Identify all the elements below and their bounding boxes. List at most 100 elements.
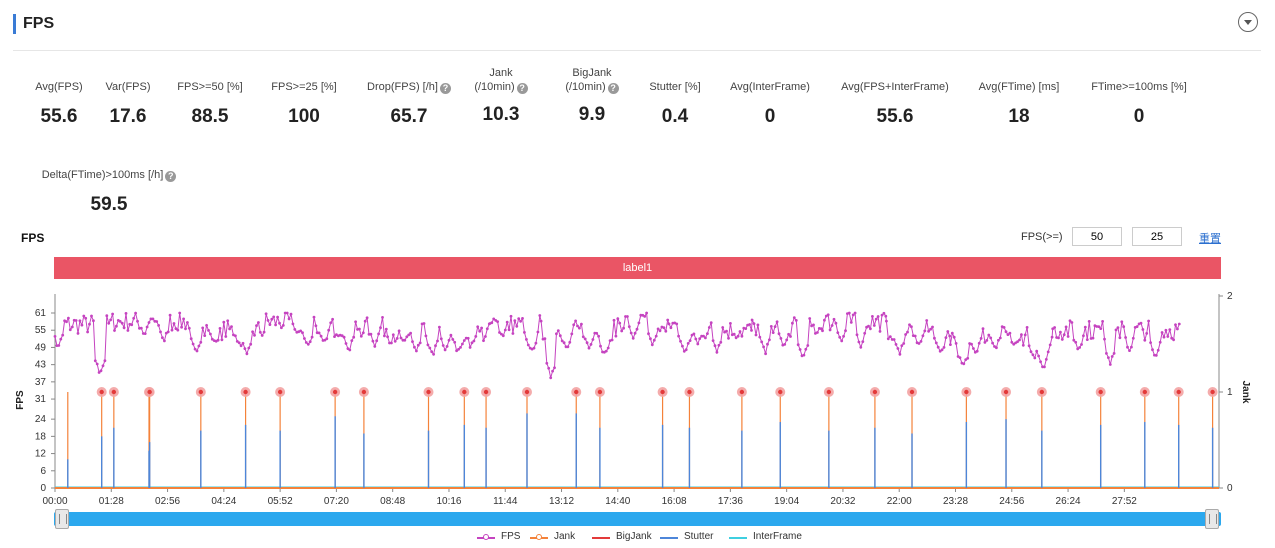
label-segment-bar[interactable]: label1 xyxy=(54,257,1221,279)
fps-point xyxy=(652,338,656,342)
zoom-slider-left-handle[interactable] xyxy=(55,509,69,529)
fps-point xyxy=(1151,348,1154,352)
fps-point xyxy=(224,335,228,338)
fps-point xyxy=(243,347,247,350)
fps-point xyxy=(434,344,437,348)
fps-point xyxy=(113,329,116,332)
fps-point xyxy=(285,311,289,315)
fps-threshold-low-input[interactable] xyxy=(1132,227,1182,246)
legend-dot xyxy=(483,534,489,540)
fps-point xyxy=(136,319,139,323)
bigjank-marker xyxy=(462,389,467,395)
fps-point xyxy=(352,335,356,339)
fps-point xyxy=(115,324,118,328)
fps-point xyxy=(821,329,824,333)
fps-point xyxy=(707,326,711,329)
fps-point xyxy=(1126,345,1129,349)
fps-point xyxy=(166,330,170,334)
metric-1: Avg(FPS) 55.6 xyxy=(0,80,139,128)
fps-point xyxy=(191,342,195,346)
fps-point xyxy=(1029,350,1033,354)
fps-point xyxy=(760,340,764,344)
fps-point xyxy=(804,347,808,351)
fps-point xyxy=(184,327,187,331)
fps-point xyxy=(898,352,902,356)
metric-4: FPS>=25 [%] 100 xyxy=(224,80,384,128)
fps-point xyxy=(650,343,654,347)
fps-point xyxy=(1010,340,1014,344)
fps-point xyxy=(308,340,312,344)
metric-6: Jank (/10min)? 10.3 xyxy=(421,66,581,126)
fps-point xyxy=(383,334,386,338)
fps-point xyxy=(1158,340,1162,344)
fps-point xyxy=(325,337,329,341)
fps-point xyxy=(270,317,274,321)
fps-point xyxy=(278,321,281,325)
fps-point xyxy=(88,322,91,326)
metric-label: Avg(FPS) xyxy=(0,80,139,94)
fps-point xyxy=(293,328,297,331)
x-tick-label: 02:56 xyxy=(155,496,180,507)
fps-point xyxy=(857,340,861,344)
fps-point xyxy=(946,330,950,333)
fps-point xyxy=(711,339,715,342)
fps-point xyxy=(1008,331,1012,335)
fps-point xyxy=(391,333,395,337)
fps-point xyxy=(1177,322,1181,326)
fps-point xyxy=(834,321,838,325)
fps-point xyxy=(163,339,166,343)
fps-threshold-high-input[interactable] xyxy=(1072,227,1122,246)
fps-point xyxy=(840,339,844,343)
fps-point xyxy=(111,312,114,316)
help-icon[interactable]: ? xyxy=(439,83,451,94)
fps-point xyxy=(1037,354,1040,358)
fps-point xyxy=(684,348,688,352)
fps-point xyxy=(583,337,587,341)
fps-point xyxy=(589,343,593,346)
zoom-slider-track[interactable] xyxy=(54,512,1221,526)
fps-point xyxy=(927,329,930,333)
fps-point xyxy=(422,322,426,325)
fps-point xyxy=(80,323,84,327)
bigjank-marker xyxy=(426,389,431,395)
fps-point xyxy=(500,332,503,336)
fps-point xyxy=(1147,319,1150,323)
zoom-slider-right-handle[interactable] xyxy=(1205,509,1219,529)
help-icon[interactable]: ? xyxy=(516,83,528,94)
fps-point xyxy=(1050,335,1054,339)
fps-point xyxy=(658,329,662,333)
fps-point xyxy=(620,329,624,333)
fps-point xyxy=(485,327,489,331)
fps-point xyxy=(616,317,620,321)
fps-point xyxy=(1004,330,1008,334)
fps-point xyxy=(1068,319,1072,323)
fps-point xyxy=(411,340,414,343)
fps-point xyxy=(1025,326,1029,329)
fps-point xyxy=(908,323,911,327)
fps-point xyxy=(95,362,99,366)
fps-point xyxy=(823,318,826,322)
fps-point xyxy=(1174,323,1177,327)
fps-point xyxy=(556,329,560,332)
reset-link[interactable]: 重置 xyxy=(1199,233,1221,245)
fps-point xyxy=(490,321,494,325)
metric-label-text: Avg(FPS+InterFrame) xyxy=(841,81,949,93)
fps-point xyxy=(740,334,744,338)
fps-point xyxy=(997,338,1000,342)
fps-point xyxy=(397,329,401,333)
fps-point xyxy=(371,339,375,343)
collapse-toggle-icon[interactable] xyxy=(1238,12,1258,32)
fps-point xyxy=(645,311,648,315)
fps-point xyxy=(304,341,308,344)
fps-point xyxy=(168,313,172,317)
fps-point xyxy=(851,313,855,317)
fps-point xyxy=(1031,353,1035,357)
help-icon[interactable]: ? xyxy=(607,83,619,94)
fps-point xyxy=(882,311,886,315)
fps-point xyxy=(1149,341,1152,344)
metric-label-text: Avg(FTime) [ms] xyxy=(978,81,1060,93)
legend-swatch xyxy=(592,537,610,539)
fps-point xyxy=(794,319,798,322)
help-icon[interactable]: ? xyxy=(165,171,177,182)
